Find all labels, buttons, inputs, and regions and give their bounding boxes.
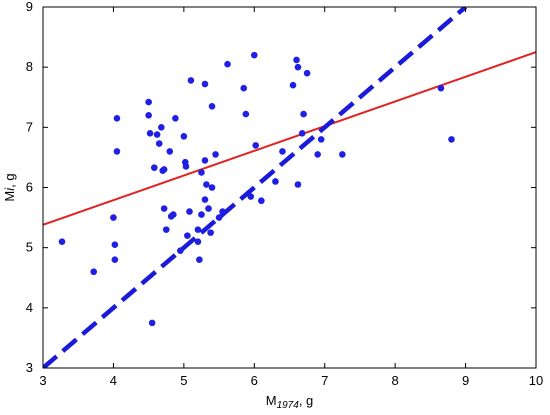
data-marks	[43, 7, 536, 368]
data-point	[279, 148, 286, 155]
data-point	[272, 178, 279, 185]
data-point	[58, 238, 66, 245]
x-tick-label: 9	[462, 373, 469, 388]
data-point	[303, 69, 311, 77]
data-point	[160, 205, 168, 212]
data-point	[208, 184, 216, 191]
y-tick-label: 6	[26, 180, 33, 195]
data-point	[110, 214, 117, 221]
data-point	[184, 232, 191, 239]
data-point	[145, 112, 152, 119]
x-tick-label: 6	[251, 373, 258, 388]
x-tick-label: 10	[529, 373, 543, 388]
data-point	[298, 130, 306, 137]
data-point	[187, 77, 195, 84]
x-tick-label: 4	[110, 373, 117, 388]
y-tick-label: 3	[26, 360, 33, 375]
data-point	[198, 211, 205, 218]
data-point	[201, 196, 209, 203]
data-point	[252, 142, 259, 149]
data-point	[160, 166, 168, 173]
data-point	[146, 130, 154, 137]
data-point	[294, 63, 302, 71]
plot-frame	[42, 6, 537, 369]
y-tick-label: 4	[26, 300, 33, 315]
data-point	[182, 163, 190, 170]
x-tick-label: 3	[39, 373, 46, 388]
data-point	[194, 238, 202, 245]
data-point	[317, 136, 325, 143]
data-point	[215, 214, 223, 221]
data-point	[172, 115, 179, 122]
data-point	[198, 169, 205, 176]
data-point	[201, 80, 209, 88]
identity-line	[43, 7, 468, 368]
data-point	[194, 226, 202, 233]
data-point	[219, 208, 226, 215]
data-point	[224, 60, 231, 68]
data-point	[205, 205, 212, 212]
data-point	[448, 136, 455, 143]
data-point	[437, 84, 445, 92]
y-tick-label: 7	[26, 119, 33, 134]
data-point	[294, 181, 302, 188]
data-point	[180, 133, 188, 140]
data-point	[240, 84, 248, 92]
data-point	[212, 151, 219, 158]
data-point	[153, 131, 161, 138]
data-point	[196, 256, 203, 264]
data-point	[169, 211, 177, 218]
axes: 3 4 5 6 7 8 9 10 3 4 5 6 7 8 9	[26, 0, 543, 388]
data-point	[111, 241, 119, 248]
data-point	[90, 268, 98, 276]
data-point	[201, 157, 209, 164]
data-point	[150, 164, 158, 171]
data-point	[113, 148, 121, 155]
data-point	[258, 197, 265, 205]
data-point	[158, 124, 165, 131]
data-point	[203, 181, 210, 188]
data-point	[186, 208, 193, 215]
regression-line	[43, 51, 536, 226]
y-tick-label: 9	[26, 0, 33, 14]
data-point	[314, 151, 321, 158]
data-point	[293, 56, 300, 64]
data-point	[339, 151, 346, 158]
data-point	[247, 193, 255, 200]
x-tick-label: 5	[180, 373, 187, 388]
data-point	[166, 148, 174, 155]
data-point	[207, 229, 214, 236]
data-point	[113, 115, 121, 122]
data-point	[208, 102, 216, 110]
x-tick-label: 7	[321, 373, 328, 388]
x-tick-label: 8	[392, 373, 399, 388]
data-point	[155, 140, 163, 147]
data-point	[289, 81, 297, 89]
y-tick-label: 8	[26, 59, 33, 74]
data-point	[145, 98, 152, 106]
y-tick-label: 5	[26, 240, 33, 255]
data-point	[148, 319, 156, 327]
data-point	[111, 256, 119, 264]
x-axis-label: M1974, g	[266, 393, 314, 411]
data-point	[300, 110, 307, 118]
data-point	[250, 51, 258, 59]
y-axis-label: Mi, g	[2, 173, 17, 201]
data-point	[162, 226, 170, 233]
data-point	[242, 110, 250, 118]
data-point	[177, 247, 184, 254]
